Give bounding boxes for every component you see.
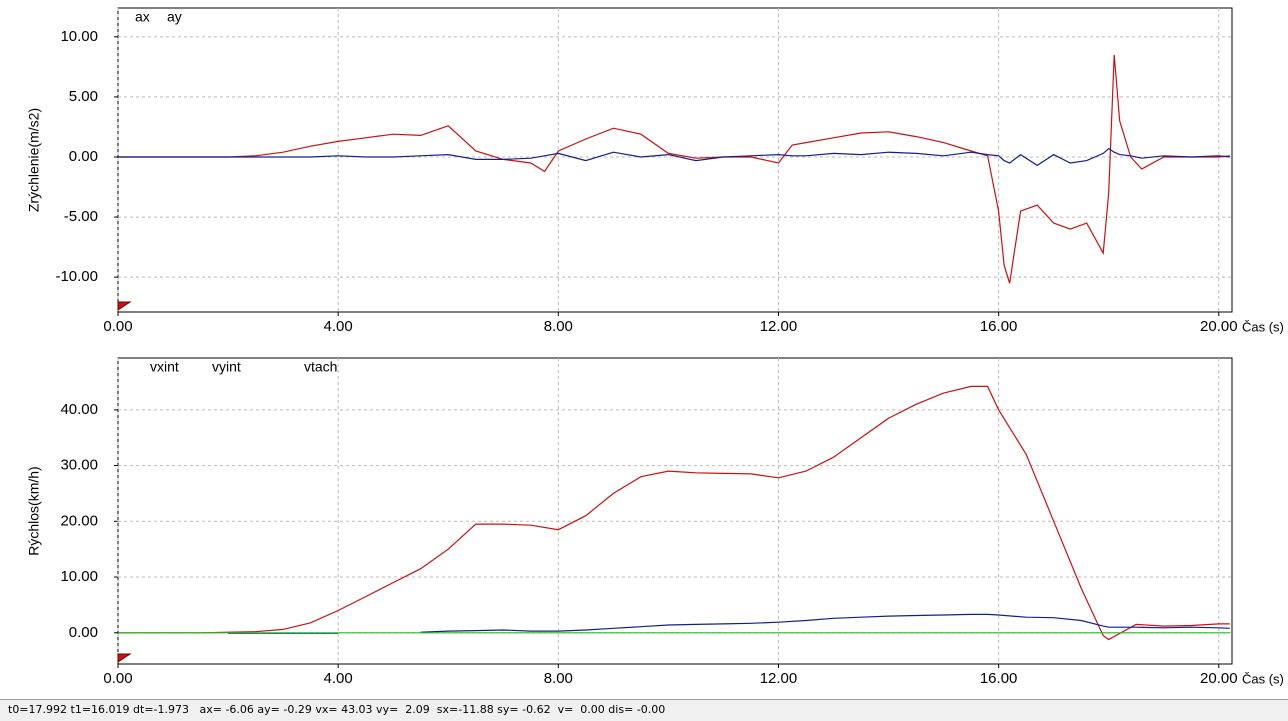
legend-label: vxint bbox=[150, 359, 179, 375]
chart: -10.00 -5.00 0.00 5.00 10.00 0.00 4.00 8.00 12.0… bbox=[26, 7, 1284, 687]
marker bbox=[117, 653, 132, 663]
x-tick-label: 8.00 bbox=[544, 670, 573, 687]
x-tick-label: 4.00 bbox=[324, 670, 353, 687]
x-axis-label: Čas (s) bbox=[1242, 671, 1284, 686]
y-tick-label: 10.00 bbox=[60, 28, 98, 45]
x-tick-label: 12.00 bbox=[760, 670, 798, 687]
y-tick-label: 10.00 bbox=[60, 568, 98, 585]
marker bbox=[117, 301, 132, 311]
y-tick-label: 20.00 bbox=[60, 512, 98, 529]
x-tick-label: 16.00 bbox=[980, 318, 1018, 335]
x-tick-label: 20.00 bbox=[1200, 318, 1238, 335]
y-tick-label: 5.00 bbox=[69, 88, 98, 105]
legend-label: ay bbox=[167, 9, 182, 25]
y-tick-label: -5.00 bbox=[64, 208, 98, 225]
legend-label: ax bbox=[135, 9, 150, 25]
plot-area bbox=[117, 357, 1233, 665]
y-tick-label: 40.00 bbox=[60, 401, 98, 418]
series-line bbox=[118, 147, 1230, 167]
series-line bbox=[118, 54, 1230, 284]
x-tick-label: 0.00 bbox=[103, 670, 132, 687]
y-tick-label: 0.00 bbox=[69, 624, 98, 641]
legend-label: vyint bbox=[212, 359, 241, 375]
x-tick-label: 12.00 bbox=[760, 318, 798, 335]
x-tick-label: 8.00 bbox=[544, 318, 573, 335]
y-axis-label: Rýchlos(km/h) bbox=[26, 466, 42, 555]
legend-label: vtach bbox=[304, 359, 337, 375]
y-tick-label: -10.00 bbox=[55, 268, 98, 285]
status-bar: t0=17.992 t1=16.019 dt=-1.973 ax= -6.06 … bbox=[0, 699, 1288, 721]
x-tick-label: 4.00 bbox=[324, 318, 353, 335]
x-tick-label: 0.00 bbox=[103, 318, 132, 335]
x-tick-label: 16.00 bbox=[980, 670, 1018, 687]
x-tick-label: 20.00 bbox=[1200, 670, 1238, 687]
x-axis-label: Čas (s) bbox=[1242, 319, 1284, 334]
series-line bbox=[118, 385, 1230, 641]
y-tick-label: 30.00 bbox=[60, 457, 98, 474]
y-tick-label: 0.00 bbox=[69, 148, 98, 165]
y-axis-label: Zrýchlenie(m/s2) bbox=[26, 108, 42, 212]
